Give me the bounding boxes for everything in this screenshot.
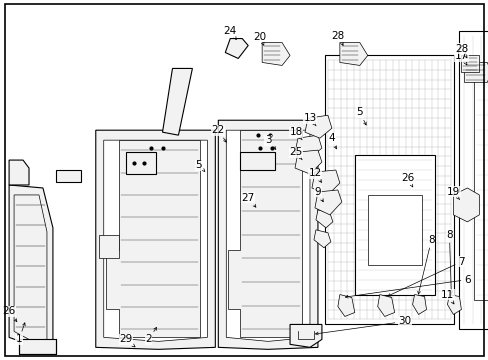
Text: 1: 1: [16, 323, 25, 345]
Polygon shape: [9, 185, 53, 345]
Polygon shape: [461, 55, 478, 72]
Polygon shape: [412, 294, 426, 315]
Polygon shape: [452, 188, 478, 222]
Polygon shape: [339, 42, 367, 66]
Text: 14: 14: [0, 359, 1, 360]
Polygon shape: [317, 192, 334, 210]
Text: 17: 17: [0, 359, 1, 360]
Text: 13: 13: [303, 113, 316, 126]
Text: 20: 20: [253, 32, 266, 45]
Polygon shape: [464, 62, 488, 82]
Text: 18: 18: [289, 127, 302, 140]
Text: 8: 8: [445, 230, 452, 294]
Text: 6: 6: [345, 275, 470, 298]
Polygon shape: [294, 150, 321, 174]
Polygon shape: [56, 170, 81, 182]
Polygon shape: [262, 42, 289, 66]
Text: 20: 20: [0, 359, 1, 360]
Text: 22: 22: [211, 125, 226, 142]
Polygon shape: [473, 80, 488, 300]
Polygon shape: [315, 210, 332, 228]
Text: 30: 30: [315, 316, 410, 335]
Text: 27: 27: [241, 193, 255, 207]
Polygon shape: [447, 294, 461, 315]
Text: 23: 23: [0, 359, 1, 360]
Polygon shape: [311, 170, 339, 195]
Text: 26: 26: [2, 306, 17, 321]
Polygon shape: [367, 195, 421, 265]
Polygon shape: [305, 115, 331, 138]
Polygon shape: [162, 68, 192, 135]
Polygon shape: [105, 140, 200, 337]
Polygon shape: [337, 294, 354, 316]
Polygon shape: [324, 55, 453, 324]
Text: 12: 12: [308, 168, 321, 183]
Polygon shape: [240, 152, 275, 170]
Polygon shape: [226, 130, 309, 341]
Text: 29: 29: [119, 334, 135, 347]
Polygon shape: [314, 190, 341, 215]
Text: 5: 5: [195, 160, 204, 171]
Polygon shape: [218, 120, 317, 349]
Text: 17: 17: [454, 51, 467, 65]
Text: 9: 9: [314, 187, 323, 202]
Polygon shape: [377, 294, 394, 316]
Text: 19: 19: [446, 187, 459, 200]
Polygon shape: [289, 324, 321, 347]
Text: 21: 21: [0, 359, 1, 360]
Text: 12: 12: [0, 359, 1, 360]
Text: 4: 4: [328, 133, 336, 149]
Polygon shape: [315, 172, 332, 190]
Text: 5: 5: [356, 107, 366, 125]
Polygon shape: [19, 339, 56, 354]
Polygon shape: [354, 155, 434, 294]
Text: 15: 15: [0, 359, 1, 360]
Polygon shape: [103, 140, 207, 341]
Text: 2: 2: [145, 327, 156, 345]
Polygon shape: [99, 235, 119, 258]
Polygon shape: [228, 130, 302, 337]
Text: 3: 3: [264, 135, 275, 149]
Text: 16: 16: [0, 359, 1, 360]
Text: 10: 10: [0, 359, 1, 360]
Text: 25: 25: [289, 147, 302, 160]
Text: 11: 11: [440, 289, 453, 304]
Text: 26: 26: [400, 173, 413, 187]
Polygon shape: [225, 39, 248, 58]
Polygon shape: [458, 31, 488, 329]
Polygon shape: [96, 130, 215, 349]
Text: 24: 24: [223, 26, 236, 40]
Text: 7: 7: [387, 257, 464, 296]
Polygon shape: [125, 152, 155, 174]
Text: 28: 28: [330, 31, 344, 45]
Text: 28: 28: [454, 44, 467, 58]
Polygon shape: [9, 160, 29, 185]
Polygon shape: [294, 135, 321, 158]
Text: 8: 8: [417, 235, 434, 294]
Polygon shape: [313, 230, 330, 248]
